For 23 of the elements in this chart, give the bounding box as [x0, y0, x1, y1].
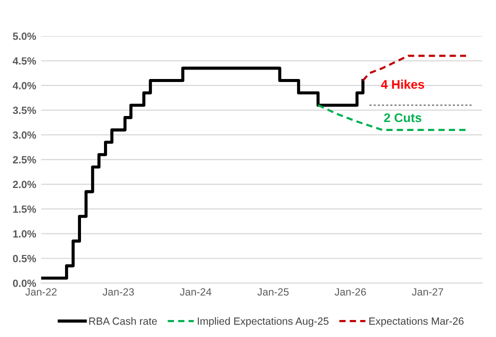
y-tick-label: 1.5%: [13, 206, 36, 213]
line-series: [317, 104, 468, 131]
y-tick-label: 3.5%: [12, 106, 36, 114]
y-tick-label: 2.5%: [12, 156, 36, 164]
x-tick-label: Jan-25: [257, 288, 289, 296]
legend-label: RBA Cash rate: [89, 317, 157, 325]
y-tick-label: 5.0%: [12, 32, 36, 40]
y-tick-label: 4.0%: [12, 82, 36, 90]
y-tick-label: 0.0%: [12, 280, 36, 287]
annotation: 4 Hikes: [381, 80, 424, 89]
y-tick-label: 1.0%: [13, 230, 36, 238]
legend-label: Expectations Mar-26: [369, 317, 464, 327]
y-tick-label: 3.0%: [12, 131, 36, 139]
x-tick-label: Jan-26: [334, 288, 366, 296]
y-tick-label: 0.5%: [12, 254, 36, 262]
y-tick-label: 2.0%: [12, 180, 36, 188]
x-tick-label: Jan-27: [412, 288, 444, 296]
x-tick-label: Jan-23: [102, 288, 134, 296]
x-tick-label: Jan-22: [25, 288, 57, 296]
x-tick-label: Jan-24: [180, 288, 212, 296]
y-tick-label: 4.5%: [12, 57, 36, 65]
annotation: 2 Cuts: [384, 113, 422, 122]
legend-label: Implied Expectations Aug-25: [198, 317, 328, 327]
